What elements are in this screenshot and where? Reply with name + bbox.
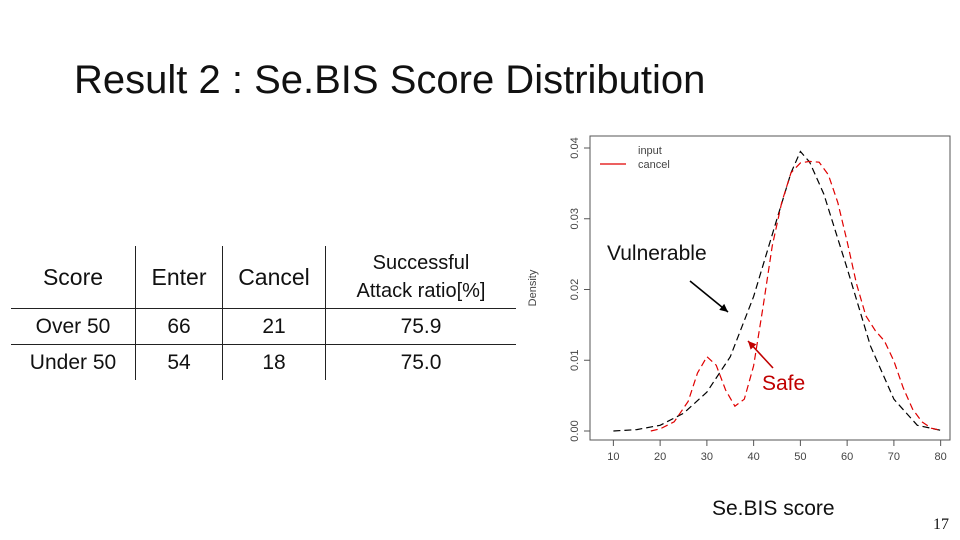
- cell-cancel: 18: [222, 344, 326, 380]
- cell-score: Over 50: [11, 308, 136, 345]
- cell-cancel: 21: [222, 308, 326, 345]
- vulnerable-arrow-head: [719, 303, 728, 312]
- header-cancel: Cancel: [222, 246, 326, 309]
- header-ratio: Successful Attack ratio[%]: [326, 246, 517, 309]
- vulnerable-arrow-shaft: [689, 280, 729, 313]
- y-tick-label: 0.04: [569, 137, 581, 158]
- plot-frame: [589, 135, 951, 441]
- cell-enter: 66: [135, 308, 223, 345]
- score-table: Score Enter Cancel Successful Attack rat…: [11, 246, 516, 380]
- y-axis-label: Density: [527, 269, 539, 306]
- safe-annotation: Safe: [762, 372, 806, 395]
- x-tick-label: 20: [654, 451, 666, 463]
- page-number: 17: [933, 516, 949, 533]
- legend-label-input: input: [638, 145, 662, 157]
- legend-label-cancel: cancel: [638, 159, 670, 171]
- y-tick-label: 0.00: [569, 420, 581, 441]
- cell-ratio: 75.0: [400, 350, 442, 374]
- density-chart: 0.00 0.01 0.02 0.03 0.04 10 20 30 40 50 60 70 80 Dens…: [520, 128, 960, 498]
- header-enter: Enter: [135, 246, 223, 309]
- y-tick-label: 0.02: [569, 279, 581, 300]
- header-ratio-line1: Successful: [372, 252, 470, 274]
- table-row: Under 50 54 18 75.0: [11, 344, 516, 380]
- x-tick-label: 10: [607, 451, 619, 463]
- x-axis-label: Se.BIS score: [712, 497, 835, 520]
- x-tick-label: 80: [935, 451, 947, 463]
- table-header-row: Score Enter Cancel Successful Attack rat…: [11, 246, 516, 309]
- density-plot: 0.00 0.01 0.02 0.03 0.04 10 20 30 40 50 60 70 80 Dens…: [527, 135, 951, 463]
- cell-enter: 54: [135, 344, 223, 380]
- x-tick-label: 30: [701, 451, 713, 463]
- series-line-cancel: [650, 160, 941, 432]
- y-tick-label: 0.03: [569, 208, 581, 229]
- header-ratio-line2: Attack ratio[%]: [356, 280, 486, 302]
- cell-score: Under 50: [11, 344, 136, 380]
- x-tick-label: 40: [748, 451, 760, 463]
- x-tick-label: 60: [841, 451, 853, 463]
- header-score: Score: [11, 246, 136, 309]
- cell-ratio: 75.9: [400, 314, 442, 338]
- safe-arrow-head: [748, 341, 757, 350]
- x-tick-label: 50: [794, 451, 806, 463]
- table-row: Over 50 66 21 75.9: [11, 308, 516, 345]
- x-tick-label: 70: [888, 451, 900, 463]
- slide-title: Result 2 : Se.BIS Score Distribution: [74, 58, 706, 102]
- y-tick-label: 0.01: [569, 350, 581, 371]
- vulnerable-annotation: Vulnerable: [607, 242, 707, 265]
